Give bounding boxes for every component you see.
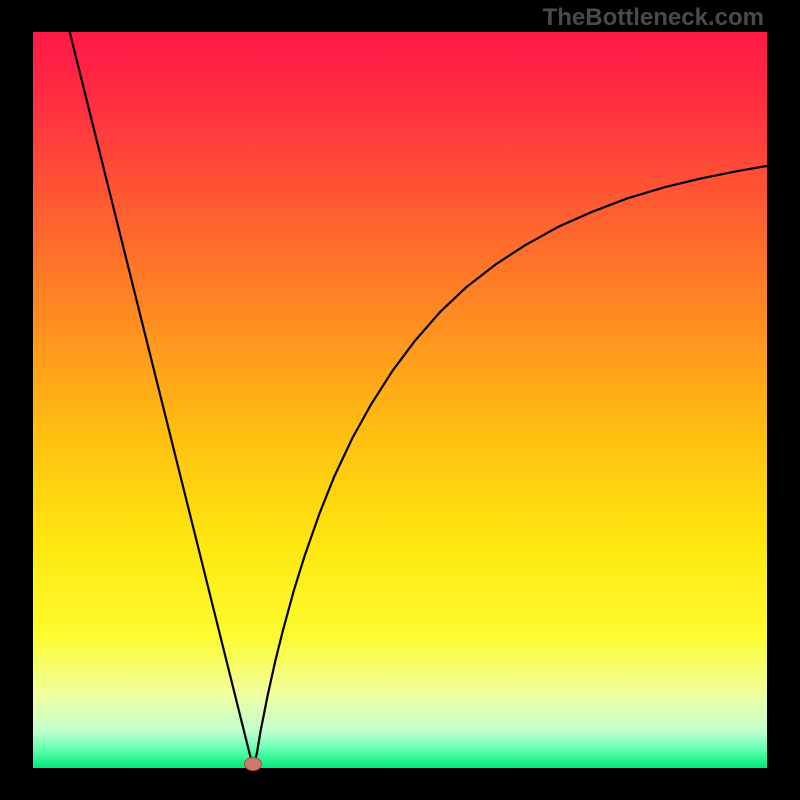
curve-path — [70, 32, 767, 767]
chart-container: TheBottleneck.com — [0, 0, 800, 800]
bottleneck-curve — [33, 32, 767, 768]
plot-area — [33, 32, 767, 768]
optimal-point-marker — [244, 757, 262, 771]
watermark-text: TheBottleneck.com — [543, 4, 764, 32]
